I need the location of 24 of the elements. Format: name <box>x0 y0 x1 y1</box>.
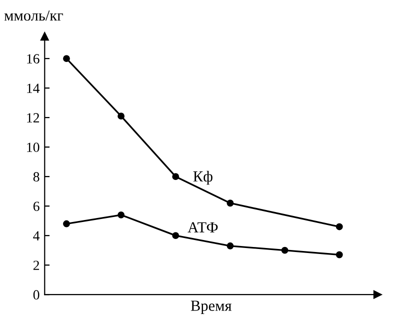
y-tick-label: 4 <box>33 231 40 240</box>
point <box>281 246 288 254</box>
y-tick-label: 8 <box>33 172 40 182</box>
point <box>226 242 234 250</box>
y-tick-label: 16 <box>27 54 40 64</box>
point <box>63 55 70 62</box>
point <box>226 200 234 207</box>
y-tick-label: 10 <box>27 142 40 152</box>
y-axis-title: ммоль/кг <box>4 10 63 21</box>
y-tick-label: 2 <box>33 260 40 270</box>
point <box>63 220 70 228</box>
y-tick-label: 14 <box>27 84 40 93</box>
point <box>118 211 125 218</box>
x-axis-title: Время <box>190 300 232 314</box>
series-label: Кф <box>193 170 212 185</box>
point <box>336 223 343 230</box>
y-tick-label: 0 <box>33 290 40 300</box>
point <box>172 173 180 180</box>
point <box>118 112 125 120</box>
y-tick-label: 12 <box>27 113 40 122</box>
point <box>172 232 180 240</box>
series-label: АТФ <box>188 222 218 232</box>
point <box>336 251 343 258</box>
y-tick-label: 6 <box>33 202 40 212</box>
